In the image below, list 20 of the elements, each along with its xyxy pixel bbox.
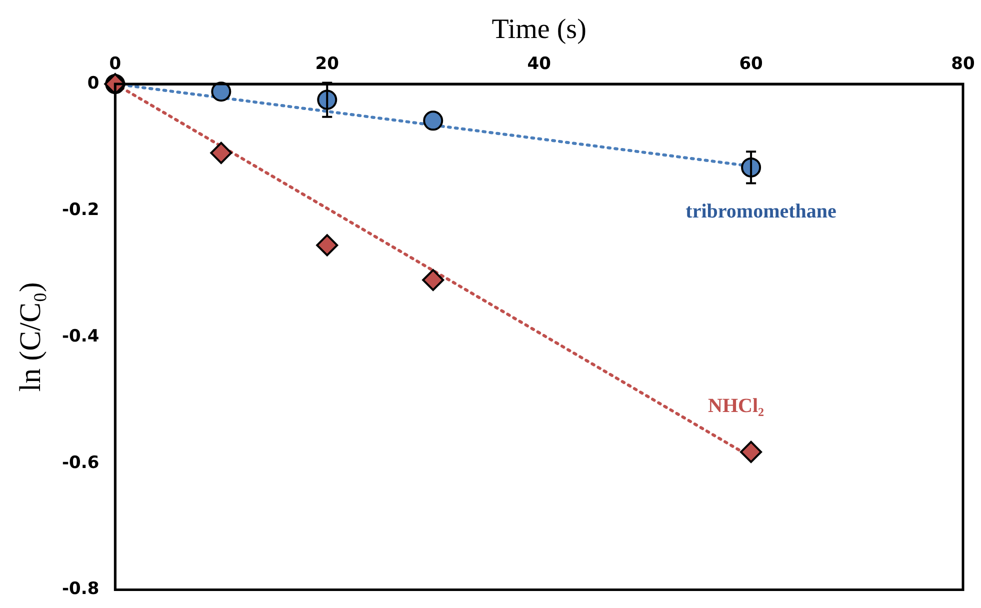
x-axis-title: Time (s) — [492, 14, 586, 46]
y-tick-label: -0.6 — [62, 452, 100, 473]
y-tick-label: -0.4 — [62, 326, 100, 346]
y-tick-label: -0.2 — [62, 200, 100, 220]
point — [316, 234, 338, 256]
point — [422, 269, 444, 291]
point — [423, 110, 444, 131]
x-tick-label: 80 — [951, 54, 975, 74]
y-tick-label: -0.8 — [62, 579, 100, 600]
x-tick-label: 0 — [109, 54, 122, 74]
y-axis-title: ln (C/C₀) — [14, 282, 47, 392]
series-label: tribromomethane — [686, 200, 837, 223]
y-tick-label: 0 — [87, 73, 100, 94]
x-tick-label: 60 — [739, 54, 764, 74]
point — [210, 142, 232, 164]
point — [740, 440, 762, 463]
x-tick-label: 20 — [315, 54, 340, 74]
point — [211, 82, 232, 102]
x-tick-label: 40 — [527, 54, 552, 74]
series-label: NHCl₂ — [708, 395, 764, 418]
